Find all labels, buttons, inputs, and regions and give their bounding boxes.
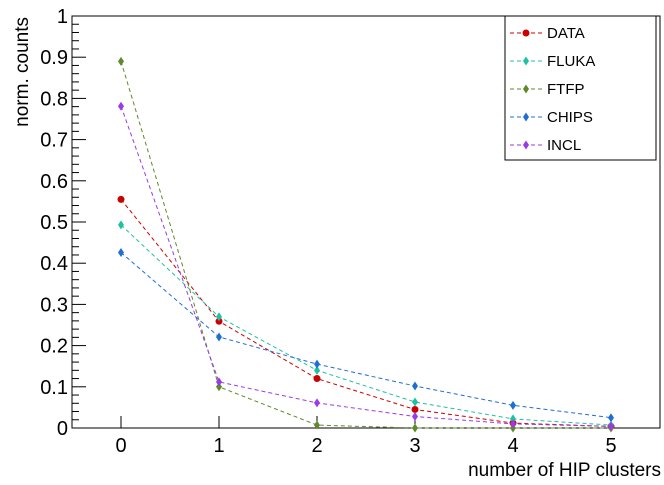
data-point-data bbox=[313, 375, 321, 383]
legend-label-data: DATA bbox=[547, 25, 585, 42]
data-point-ftfp bbox=[314, 420, 320, 430]
series-layer bbox=[117, 56, 615, 433]
y-tick-label: 1 bbox=[57, 6, 68, 28]
x-tick-label: 2 bbox=[311, 435, 322, 457]
y-tick-label: 0.1 bbox=[40, 377, 68, 399]
legend-item-chips: CHIPS bbox=[510, 109, 593, 126]
data-point-chips bbox=[510, 400, 516, 410]
data-point-ftfp bbox=[216, 382, 222, 392]
data-point-data bbox=[117, 195, 125, 203]
y-tick-label: 0.3 bbox=[40, 294, 68, 316]
series-data bbox=[117, 195, 615, 430]
data-point-chips bbox=[412, 381, 418, 391]
legend-label-incl: INCL bbox=[547, 137, 581, 154]
series-incl bbox=[118, 101, 614, 431]
data-point-chips bbox=[118, 247, 124, 257]
series-line-incl bbox=[120, 106, 612, 427]
x-tick-label: 4 bbox=[507, 435, 518, 457]
legend-box bbox=[504, 15, 657, 161]
legend-marker-data bbox=[522, 29, 530, 37]
data-point-chips bbox=[216, 332, 222, 342]
x-tick-label: 0 bbox=[115, 435, 126, 457]
data-point-chips bbox=[608, 413, 614, 423]
y-axis: 0 0.1 0.2 0.3 0.4 0.5 0.6 0.7 0.8 0.9 1 bbox=[40, 6, 86, 440]
y-tick-label: 0 bbox=[57, 418, 68, 440]
series-line-chips bbox=[120, 252, 612, 419]
legend-marker-incl bbox=[523, 140, 529, 150]
legend-label-chips: CHIPS bbox=[547, 109, 593, 126]
data-point-incl bbox=[510, 419, 516, 429]
legend-item-incl: INCL bbox=[510, 137, 581, 154]
data-point-chips bbox=[314, 359, 320, 369]
x-tick-label: 3 bbox=[409, 435, 420, 457]
legend-marker-fluka bbox=[523, 56, 529, 66]
data-point-incl bbox=[216, 377, 222, 387]
data-point-fluka bbox=[510, 414, 516, 424]
legend-item-fluka: FLUKA bbox=[510, 53, 595, 70]
y-tick-label: 0.8 bbox=[40, 88, 68, 110]
data-point-fluka bbox=[314, 365, 320, 375]
y-tick-label: 0.4 bbox=[40, 253, 68, 275]
series-line-ftfp bbox=[120, 61, 611, 429]
data-point-incl bbox=[118, 101, 124, 111]
data-point-incl bbox=[412, 411, 418, 421]
x-tick-label: 1 bbox=[213, 435, 224, 457]
y-tick-label: 0.6 bbox=[40, 171, 68, 193]
data-point-data bbox=[215, 317, 223, 325]
legend-marker-chips bbox=[523, 112, 529, 122]
legend-item-data: DATA bbox=[510, 25, 585, 42]
y-tick-label: 0.9 bbox=[40, 47, 68, 69]
legend-label-ftfp: FTFP bbox=[547, 81, 585, 98]
y-tick-label: 0.2 bbox=[40, 336, 68, 358]
data-point-fluka bbox=[216, 312, 222, 322]
y-tick-label: 0.7 bbox=[40, 130, 68, 152]
legend-marker-ftfp bbox=[523, 84, 529, 94]
y-tick-label: 0.5 bbox=[40, 212, 68, 234]
series-line-fluka bbox=[120, 224, 612, 426]
series-chips bbox=[118, 247, 614, 423]
y-axis-title: norm. counts bbox=[12, 17, 33, 127]
data-point-fluka bbox=[118, 220, 124, 230]
legend-item-ftfp: FTFP bbox=[510, 81, 585, 98]
legend-label-fluka: FLUKA bbox=[547, 53, 595, 70]
data-point-incl bbox=[314, 398, 320, 408]
data-point-ftfp bbox=[118, 56, 124, 66]
x-axis-title: number of HIP clusters bbox=[468, 460, 661, 481]
x-tick-label: 5 bbox=[605, 435, 616, 457]
x-axis: 0 1 2 3 4 5 bbox=[115, 416, 617, 457]
legend: DATA FLUKA FTFP CHIPS INCL bbox=[504, 15, 657, 161]
data-point-data bbox=[411, 405, 419, 413]
data-point-ftfp bbox=[412, 423, 418, 433]
data-point-fluka bbox=[412, 397, 418, 407]
series-fluka bbox=[118, 220, 614, 430]
data-point-incl bbox=[608, 421, 614, 431]
